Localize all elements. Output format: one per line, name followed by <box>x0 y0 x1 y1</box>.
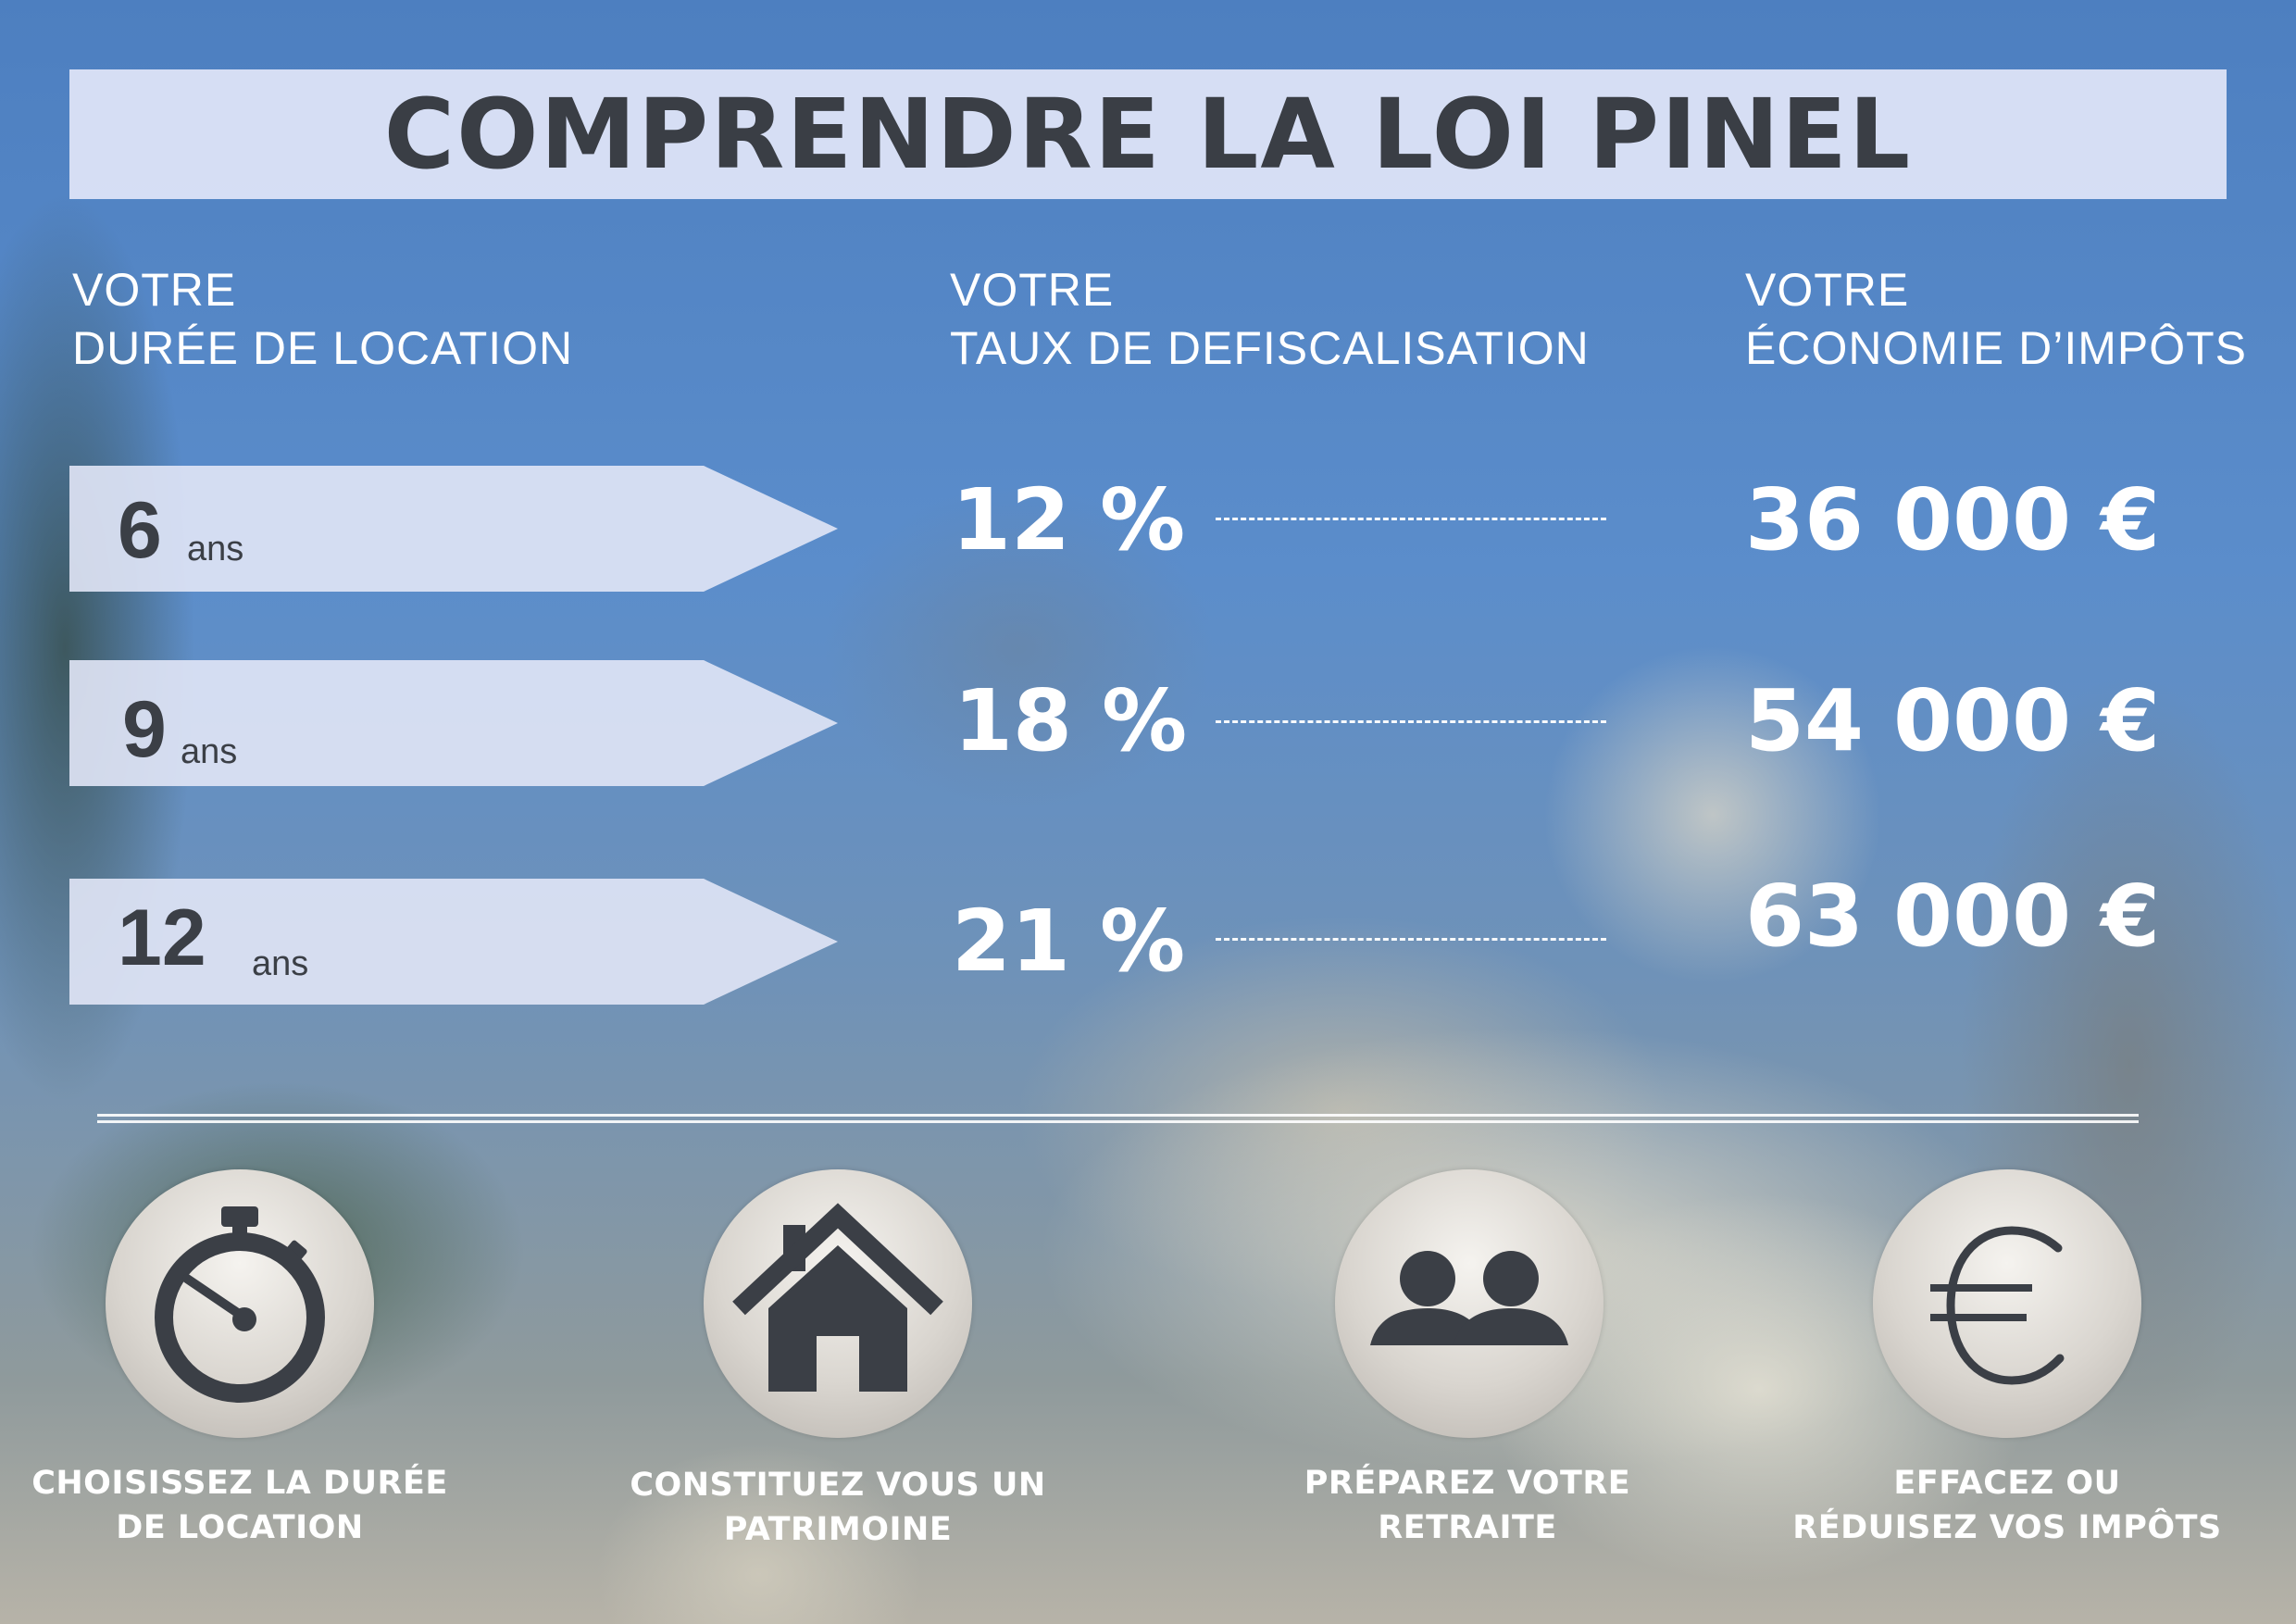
dashed-connector <box>1216 938 1606 941</box>
caption-line1: CONSTITUEZ VOUS UN <box>630 1467 1046 1504</box>
dashed-connector <box>1216 720 1606 723</box>
header-rate-line2: TAUX DE DEFISCALISATION <box>950 322 1590 374</box>
house-icon <box>704 1169 972 1438</box>
duration-value: 6 <box>118 486 162 575</box>
page-title: COMPRENDRE LA LOI PINEL <box>383 78 1913 191</box>
feature-caption-impots: EFFACEZ OU RÉDUISEZ VOS IMPÔTS <box>1748 1461 2266 1550</box>
rate-value: 18 % <box>954 671 1188 770</box>
feature-caption-patrimoine: CONSTITUEZ VOUS UN PATRIMOINE <box>579 1463 1097 1552</box>
feature-caption-retraite: PRÉPAREZ VOTRE RETRAITE <box>1208 1461 1727 1550</box>
feature-caption-duration: CHOISISSEZ LA DURÉE DE LOCATION <box>0 1461 499 1550</box>
caption-line2: PATRIMOINE <box>723 1511 953 1548</box>
duration-value: 12 <box>118 893 206 982</box>
saving-value: 63 000 € <box>1745 867 2161 966</box>
caption-line1: PRÉPAREZ VOTRE <box>1304 1465 1631 1502</box>
duration-unit: ans <box>252 944 309 983</box>
duration-value: 9 <box>122 685 167 774</box>
duration-arrow-9 <box>69 660 838 786</box>
title-banner: COMPRENDRE LA LOI PINEL <box>69 69 2227 199</box>
rate-value: 12 % <box>952 470 1186 569</box>
header-saving: VOTRE ÉCONOMIE D’IMPÔTS <box>1745 261 2247 378</box>
saving-value: 36 000 € <box>1745 470 2161 569</box>
header-rate: VOTRE TAUX DE DEFISCALISATION <box>950 261 1590 378</box>
duration-arrow-6 <box>69 466 838 592</box>
rate-value: 21 % <box>952 892 1186 991</box>
caption-line2: RETRAITE <box>1378 1509 1557 1546</box>
duration-unit: ans <box>187 530 244 568</box>
stopwatch-icon <box>106 1169 374 1438</box>
caption-line1: EFFACEZ OU <box>1893 1465 2121 1502</box>
header-duration-line1: VOTRE <box>72 264 237 316</box>
caption-line2: DE LOCATION <box>116 1509 364 1546</box>
header-duration-line2: DURÉE DE LOCATION <box>72 322 574 374</box>
euro-icon <box>1873 1169 2141 1438</box>
dashed-connector <box>1216 518 1606 520</box>
duration-arrow-12 <box>69 879 838 1005</box>
header-saving-line1: VOTRE <box>1745 264 1910 316</box>
duration-unit: ans <box>181 732 238 771</box>
people-icon <box>1335 1169 1603 1438</box>
header-rate-line1: VOTRE <box>950 264 1115 316</box>
header-saving-line2: ÉCONOMIE D’IMPÔTS <box>1745 322 2248 374</box>
caption-line2: RÉDUISEZ VOS IMPÔTS <box>1792 1509 2222 1546</box>
header-duration: VOTRE DURÉE DE LOCATION <box>72 261 573 378</box>
caption-line1: CHOISISSEZ LA DURÉE <box>31 1465 448 1502</box>
saving-value: 54 000 € <box>1745 671 2161 770</box>
section-divider <box>97 1114 2139 1123</box>
